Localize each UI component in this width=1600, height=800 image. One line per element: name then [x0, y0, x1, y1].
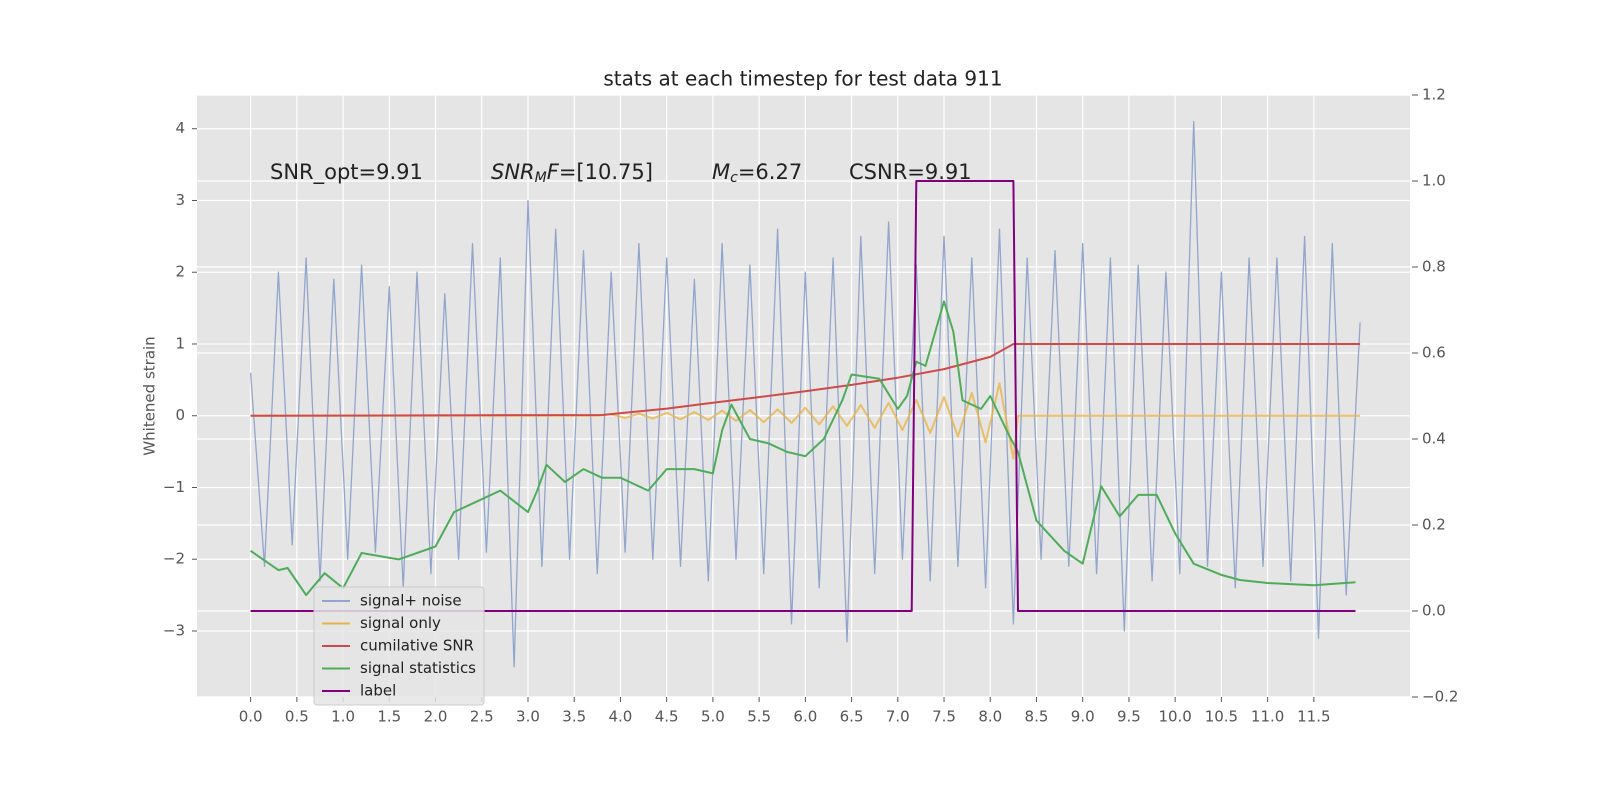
y-tick-label: 0 [175, 406, 185, 424]
x-tick-label: 4.0 [609, 708, 633, 726]
y-tick-label: −1 [163, 478, 185, 496]
y2-tick-label: 1.2 [1422, 86, 1446, 104]
series-line [250, 180, 1356, 612]
chart-title: stats at each timestep for test data 911 [603, 67, 1002, 91]
annotation-part: =6.27 [738, 160, 802, 184]
y-tick-label: 1 [175, 334, 185, 352]
y-tick-label: 4 [175, 119, 185, 137]
x-tick-label: 3.5 [562, 708, 586, 726]
annotation-part: M [535, 170, 547, 186]
y2-tick-label: 0.0 [1422, 602, 1446, 620]
series-line [250, 300, 1356, 597]
annotation-part: c [730, 170, 738, 186]
x-tick-label: 9.5 [1117, 708, 1141, 726]
y-tick-label: 2 [175, 263, 185, 281]
legend-label: signal statistics [360, 659, 476, 677]
y-tick-label: −2 [163, 550, 185, 568]
annotation-part: CSNR=9.91 [849, 160, 972, 184]
legend-label: cumilative SNR [360, 637, 474, 655]
annotation-part: =[10.75] [559, 160, 653, 184]
x-tick-label: 7.0 [886, 708, 910, 726]
x-tick-label: 5.5 [747, 708, 771, 726]
legend-box [313, 586, 485, 706]
x-tick-label: 3.0 [516, 708, 540, 726]
y2-tick-label: 0.6 [1422, 344, 1446, 362]
y2-tick-label: 0.4 [1422, 430, 1446, 448]
x-tick-label: 0.5 [285, 708, 309, 726]
y2-tick-label: −0.2 [1422, 688, 1458, 706]
y2-tick-label: 0.2 [1422, 516, 1446, 534]
x-tick-label: 10.0 [1158, 708, 1191, 726]
annotation: SNR_opt=9.91 [270, 160, 423, 185]
y2-tick-label: 1.0 [1422, 172, 1446, 190]
annotation: SNRMF=[10.75] [491, 160, 653, 186]
annotation-part: F [547, 160, 560, 184]
annotation-part: SNR [491, 160, 535, 184]
legend-label: label [360, 682, 396, 700]
annotation: Mc=6.27 [712, 160, 802, 186]
legend-label: signal+ noise [360, 592, 462, 610]
x-tick-label: 1.5 [377, 708, 401, 726]
x-tick-label: 0.0 [239, 708, 263, 726]
x-tick-label: 1.0 [331, 708, 355, 726]
x-tick-label: 4.5 [655, 708, 679, 726]
x-tick-label: 2.5 [470, 708, 494, 726]
x-tick-label: 8.5 [1025, 708, 1049, 726]
annotation-part: SNR_opt=9.91 [270, 160, 423, 185]
legend-label: signal only [360, 614, 441, 632]
x-tick-label: 6.5 [840, 708, 864, 726]
x-tick-label: 8.0 [978, 708, 1002, 726]
series-line [250, 382, 1361, 460]
x-tick-label: 7.5 [932, 708, 956, 726]
y2-tick-label: 0.8 [1422, 258, 1446, 276]
annotation-part: M [712, 160, 730, 184]
x-tick-label: 9.0 [1071, 708, 1095, 726]
x-tick-label: 2.0 [424, 708, 448, 726]
y-tick-label: 3 [175, 191, 185, 209]
x-tick-label: 5.0 [701, 708, 725, 726]
series-line [249, 120, 1361, 668]
series-line [250, 343, 1361, 417]
y-tick-label: −3 [163, 621, 185, 639]
x-tick-label: 11.5 [1297, 708, 1330, 726]
grid [197, 94, 1410, 698]
x-tick-label: 6.0 [793, 708, 817, 726]
annotation: CSNR=9.91 [849, 160, 972, 184]
y-axis-label: Whitened strain [141, 336, 159, 455]
x-tick-label: 11.0 [1251, 708, 1284, 726]
x-tick-label: 10.5 [1205, 708, 1238, 726]
